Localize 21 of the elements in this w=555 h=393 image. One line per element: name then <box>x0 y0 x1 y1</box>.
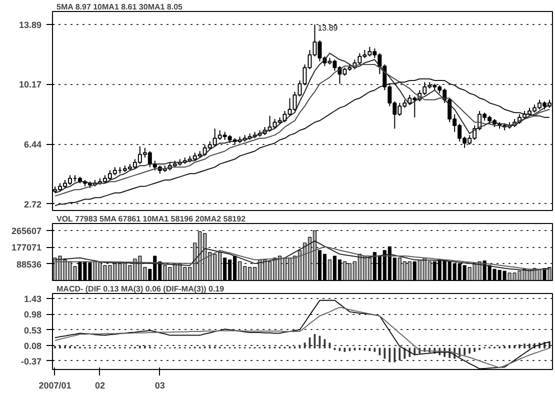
y-tick-label: 10.17 <box>18 80 42 90</box>
x-tick-label: 02 <box>94 380 105 390</box>
annotation: 13.89 <box>318 24 338 32</box>
chart-subtitle: 5MA 8.97 10MA1 8.61 30MA1 8.05 <box>56 2 184 12</box>
y-tick-label: -0.37 <box>20 356 42 366</box>
y-tick-label: 0.08 <box>24 340 42 351</box>
chart-subtitle: MACD- (DIF 0.13 MA(3) 0.06 (DIF-MA(3)) 0.19 <box>56 284 225 294</box>
y-tick-label: 2.72 <box>24 199 42 210</box>
x-tick-label: 2007/01 <box>38 380 72 390</box>
y-tick-label: 13.89 <box>18 20 42 30</box>
x-tick-label: 03 <box>154 380 165 390</box>
y-tick-label: 6.44 <box>24 140 42 150</box>
y-tick-label: 0.53 <box>24 325 42 336</box>
y-tick-label: 1.43 <box>24 294 42 304</box>
chart-subtitle: VOL 77983 5MA 67861 10MA1 58196 20MA2 58192 <box>56 214 246 224</box>
y-tick-label: 177071 <box>11 242 42 253</box>
line-series <box>54 246 550 270</box>
y-tick-label: 265607 <box>11 226 42 236</box>
line-series <box>54 240 550 272</box>
y-tick-label: 0.98 <box>24 310 42 320</box>
y-tick-label: 88536 <box>16 259 42 270</box>
